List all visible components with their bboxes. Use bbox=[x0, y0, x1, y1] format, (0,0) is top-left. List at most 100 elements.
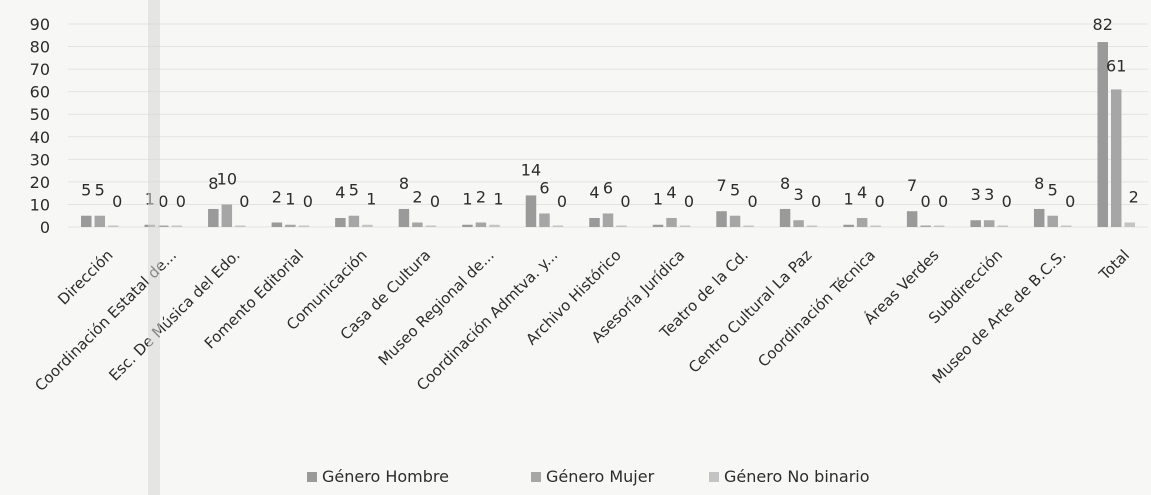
data-label: 1 bbox=[653, 190, 663, 209]
bar bbox=[171, 225, 183, 227]
data-labels: 5501008100210451820121146046014075083014… bbox=[81, 15, 1139, 211]
y-tick-label: 30 bbox=[30, 150, 50, 169]
bar bbox=[666, 217, 677, 227]
data-label: 6 bbox=[539, 178, 549, 197]
bar bbox=[806, 225, 818, 227]
data-label: 5 bbox=[95, 181, 105, 200]
bar bbox=[362, 224, 373, 227]
data-label: 0 bbox=[811, 192, 821, 211]
y-tick-label: 20 bbox=[30, 173, 50, 192]
data-label: 0 bbox=[303, 192, 313, 211]
bar bbox=[1047, 215, 1058, 227]
data-label: 2 bbox=[476, 187, 486, 206]
data-label: 1 bbox=[285, 190, 295, 209]
data-label: 4 bbox=[589, 183, 599, 202]
y-tick-label: 0 bbox=[40, 218, 50, 237]
bar bbox=[843, 224, 854, 227]
legend-swatch bbox=[307, 472, 317, 482]
legend-label: Género Hombre bbox=[322, 467, 449, 486]
bar bbox=[716, 211, 727, 227]
bar bbox=[602, 213, 614, 227]
scan-shadow bbox=[148, 0, 160, 495]
bar bbox=[285, 224, 296, 227]
x-tick-label: Museo Regional de... bbox=[375, 246, 498, 369]
bar bbox=[779, 208, 791, 227]
data-label: 7 bbox=[907, 176, 917, 195]
bar bbox=[729, 215, 741, 227]
bar bbox=[271, 222, 283, 227]
bar bbox=[652, 224, 664, 227]
bar bbox=[1097, 42, 1108, 227]
x-tick-label: Total bbox=[1095, 246, 1133, 284]
y-axis-ticks: 0 10 20 30 40 50 60 70 80 90 bbox=[30, 15, 50, 237]
data-label: 1 bbox=[366, 190, 376, 209]
bar bbox=[208, 208, 219, 227]
data-label: 0 bbox=[938, 192, 948, 211]
data-label: 5 bbox=[349, 181, 359, 200]
data-label: 5 bbox=[730, 181, 740, 200]
bar bbox=[462, 224, 473, 227]
data-label: 0 bbox=[1002, 192, 1012, 211]
data-label: 3 bbox=[971, 185, 981, 204]
bar bbox=[616, 225, 627, 227]
data-label: 0 bbox=[747, 192, 757, 211]
data-label: 0 bbox=[684, 192, 694, 211]
data-label: 2 bbox=[412, 187, 422, 206]
data-label: 2 bbox=[1129, 187, 1139, 206]
data-label: 0 bbox=[1065, 192, 1075, 211]
bar bbox=[793, 220, 804, 227]
bar bbox=[1124, 222, 1135, 227]
legend: Género Hombre Género Mujer Género No binar… bbox=[307, 467, 870, 486]
x-tick-label: Dirección bbox=[54, 246, 116, 308]
bar bbox=[856, 217, 868, 227]
data-label: 0 bbox=[112, 192, 122, 211]
bar bbox=[398, 208, 410, 227]
bar bbox=[983, 220, 995, 227]
bar bbox=[1060, 225, 1072, 227]
bar bbox=[335, 217, 346, 227]
y-tick-label: 10 bbox=[30, 195, 50, 214]
data-label: 0 bbox=[921, 192, 931, 211]
data-label: 0 bbox=[158, 192, 168, 211]
y-tick-label: 80 bbox=[30, 38, 50, 57]
data-label: 1 bbox=[462, 190, 472, 209]
bar bbox=[933, 225, 945, 227]
bar bbox=[298, 225, 310, 227]
data-label: 0 bbox=[430, 192, 440, 211]
data-label: 0 bbox=[239, 192, 249, 211]
bar bbox=[906, 211, 918, 227]
y-tick-label: 40 bbox=[30, 128, 50, 147]
bar bbox=[221, 204, 233, 227]
data-label: 8 bbox=[208, 174, 218, 193]
data-label: 1 bbox=[493, 190, 503, 209]
bar bbox=[81, 215, 92, 227]
bar bbox=[589, 217, 600, 227]
data-label: 4 bbox=[857, 183, 867, 202]
data-label: 8 bbox=[1034, 174, 1044, 193]
bar bbox=[475, 222, 487, 227]
bar bbox=[94, 215, 106, 227]
data-label: 0 bbox=[875, 192, 885, 211]
bar bbox=[235, 225, 246, 227]
data-label: 8 bbox=[399, 174, 409, 193]
data-label: 10 bbox=[217, 169, 237, 188]
y-tick-label: 70 bbox=[30, 60, 50, 79]
bar bbox=[997, 225, 1008, 227]
data-label: 14 bbox=[521, 160, 541, 179]
data-label: 2 bbox=[272, 187, 282, 206]
y-tick-label: 90 bbox=[30, 15, 50, 34]
data-label: 0 bbox=[557, 192, 567, 211]
data-label: 5 bbox=[81, 181, 91, 200]
x-tick-label: Museo de Arte de B.C.S. bbox=[929, 246, 1070, 387]
data-label: 3 bbox=[984, 185, 994, 204]
data-label: 7 bbox=[716, 176, 726, 195]
bar bbox=[539, 213, 550, 227]
bar bbox=[158, 225, 169, 227]
bar bbox=[552, 225, 564, 227]
bar bbox=[970, 220, 981, 227]
bar bbox=[679, 225, 691, 227]
data-label: 4 bbox=[335, 183, 345, 202]
data-label: 82 bbox=[1093, 15, 1113, 34]
